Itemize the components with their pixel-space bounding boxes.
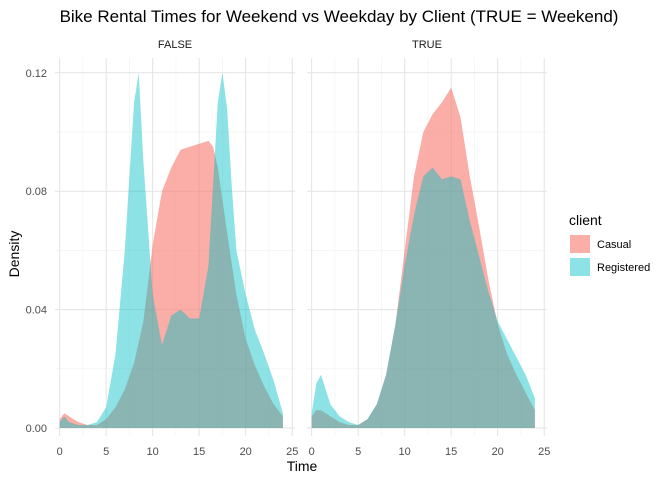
- legend-key-casual: [570, 235, 590, 253]
- legend: client Casual Registered: [569, 212, 650, 276]
- x-tick-label: 0: [309, 446, 315, 458]
- y-axis: 0.00 0.04 0.08 0.12: [26, 68, 47, 435]
- facet-strip-label: FALSE: [158, 39, 192, 51]
- y-tick-label: 0.08: [26, 186, 47, 198]
- x-axis-label: Time: [287, 458, 318, 474]
- y-tick-label: 0.04: [26, 305, 47, 317]
- y-axis-label: Density: [6, 231, 22, 278]
- legend-label-casual: Casual: [597, 239, 631, 251]
- x-tick-label: 5: [103, 446, 109, 458]
- y-tick-label: 0.12: [26, 68, 47, 80]
- x-tick-label: 10: [399, 446, 411, 458]
- x-tick-label: 15: [193, 446, 205, 458]
- density-area-registered: [59, 72, 283, 429]
- density-area-casual: [311, 87, 535, 428]
- x-tick-label: 10: [147, 446, 159, 458]
- x-tick-label: 25: [538, 446, 550, 458]
- legend-label-registered: Registered: [597, 262, 650, 274]
- facet-panel-false: FALSE 0 5 10 15 20 25: [55, 39, 298, 458]
- x-tick-label: 15: [445, 446, 457, 458]
- legend-key-registered: [570, 258, 590, 276]
- facet-panel-true: TRUE 0 5 10 15 20 25: [307, 39, 550, 458]
- x-tick-label: 20: [240, 446, 252, 458]
- x-tick-label: 25: [286, 446, 298, 458]
- legend-title: client: [569, 212, 602, 228]
- y-tick-label: 0.00: [26, 423, 47, 435]
- facet-panels: FALSE 0 5 10 15 20 25 TRUE 0 5 10 15 20 25: [55, 39, 550, 458]
- x-tick-label: 20: [492, 446, 504, 458]
- facet-strip-label: TRUE: [412, 39, 442, 51]
- x-tick-label: 0: [57, 446, 63, 458]
- density-area-registered: [311, 167, 535, 428]
- chart-title: Bike Rental Times for Weekend vs Weekday…: [60, 7, 619, 26]
- density-area-casual: [59, 140, 283, 428]
- x-tick-label: 5: [355, 446, 361, 458]
